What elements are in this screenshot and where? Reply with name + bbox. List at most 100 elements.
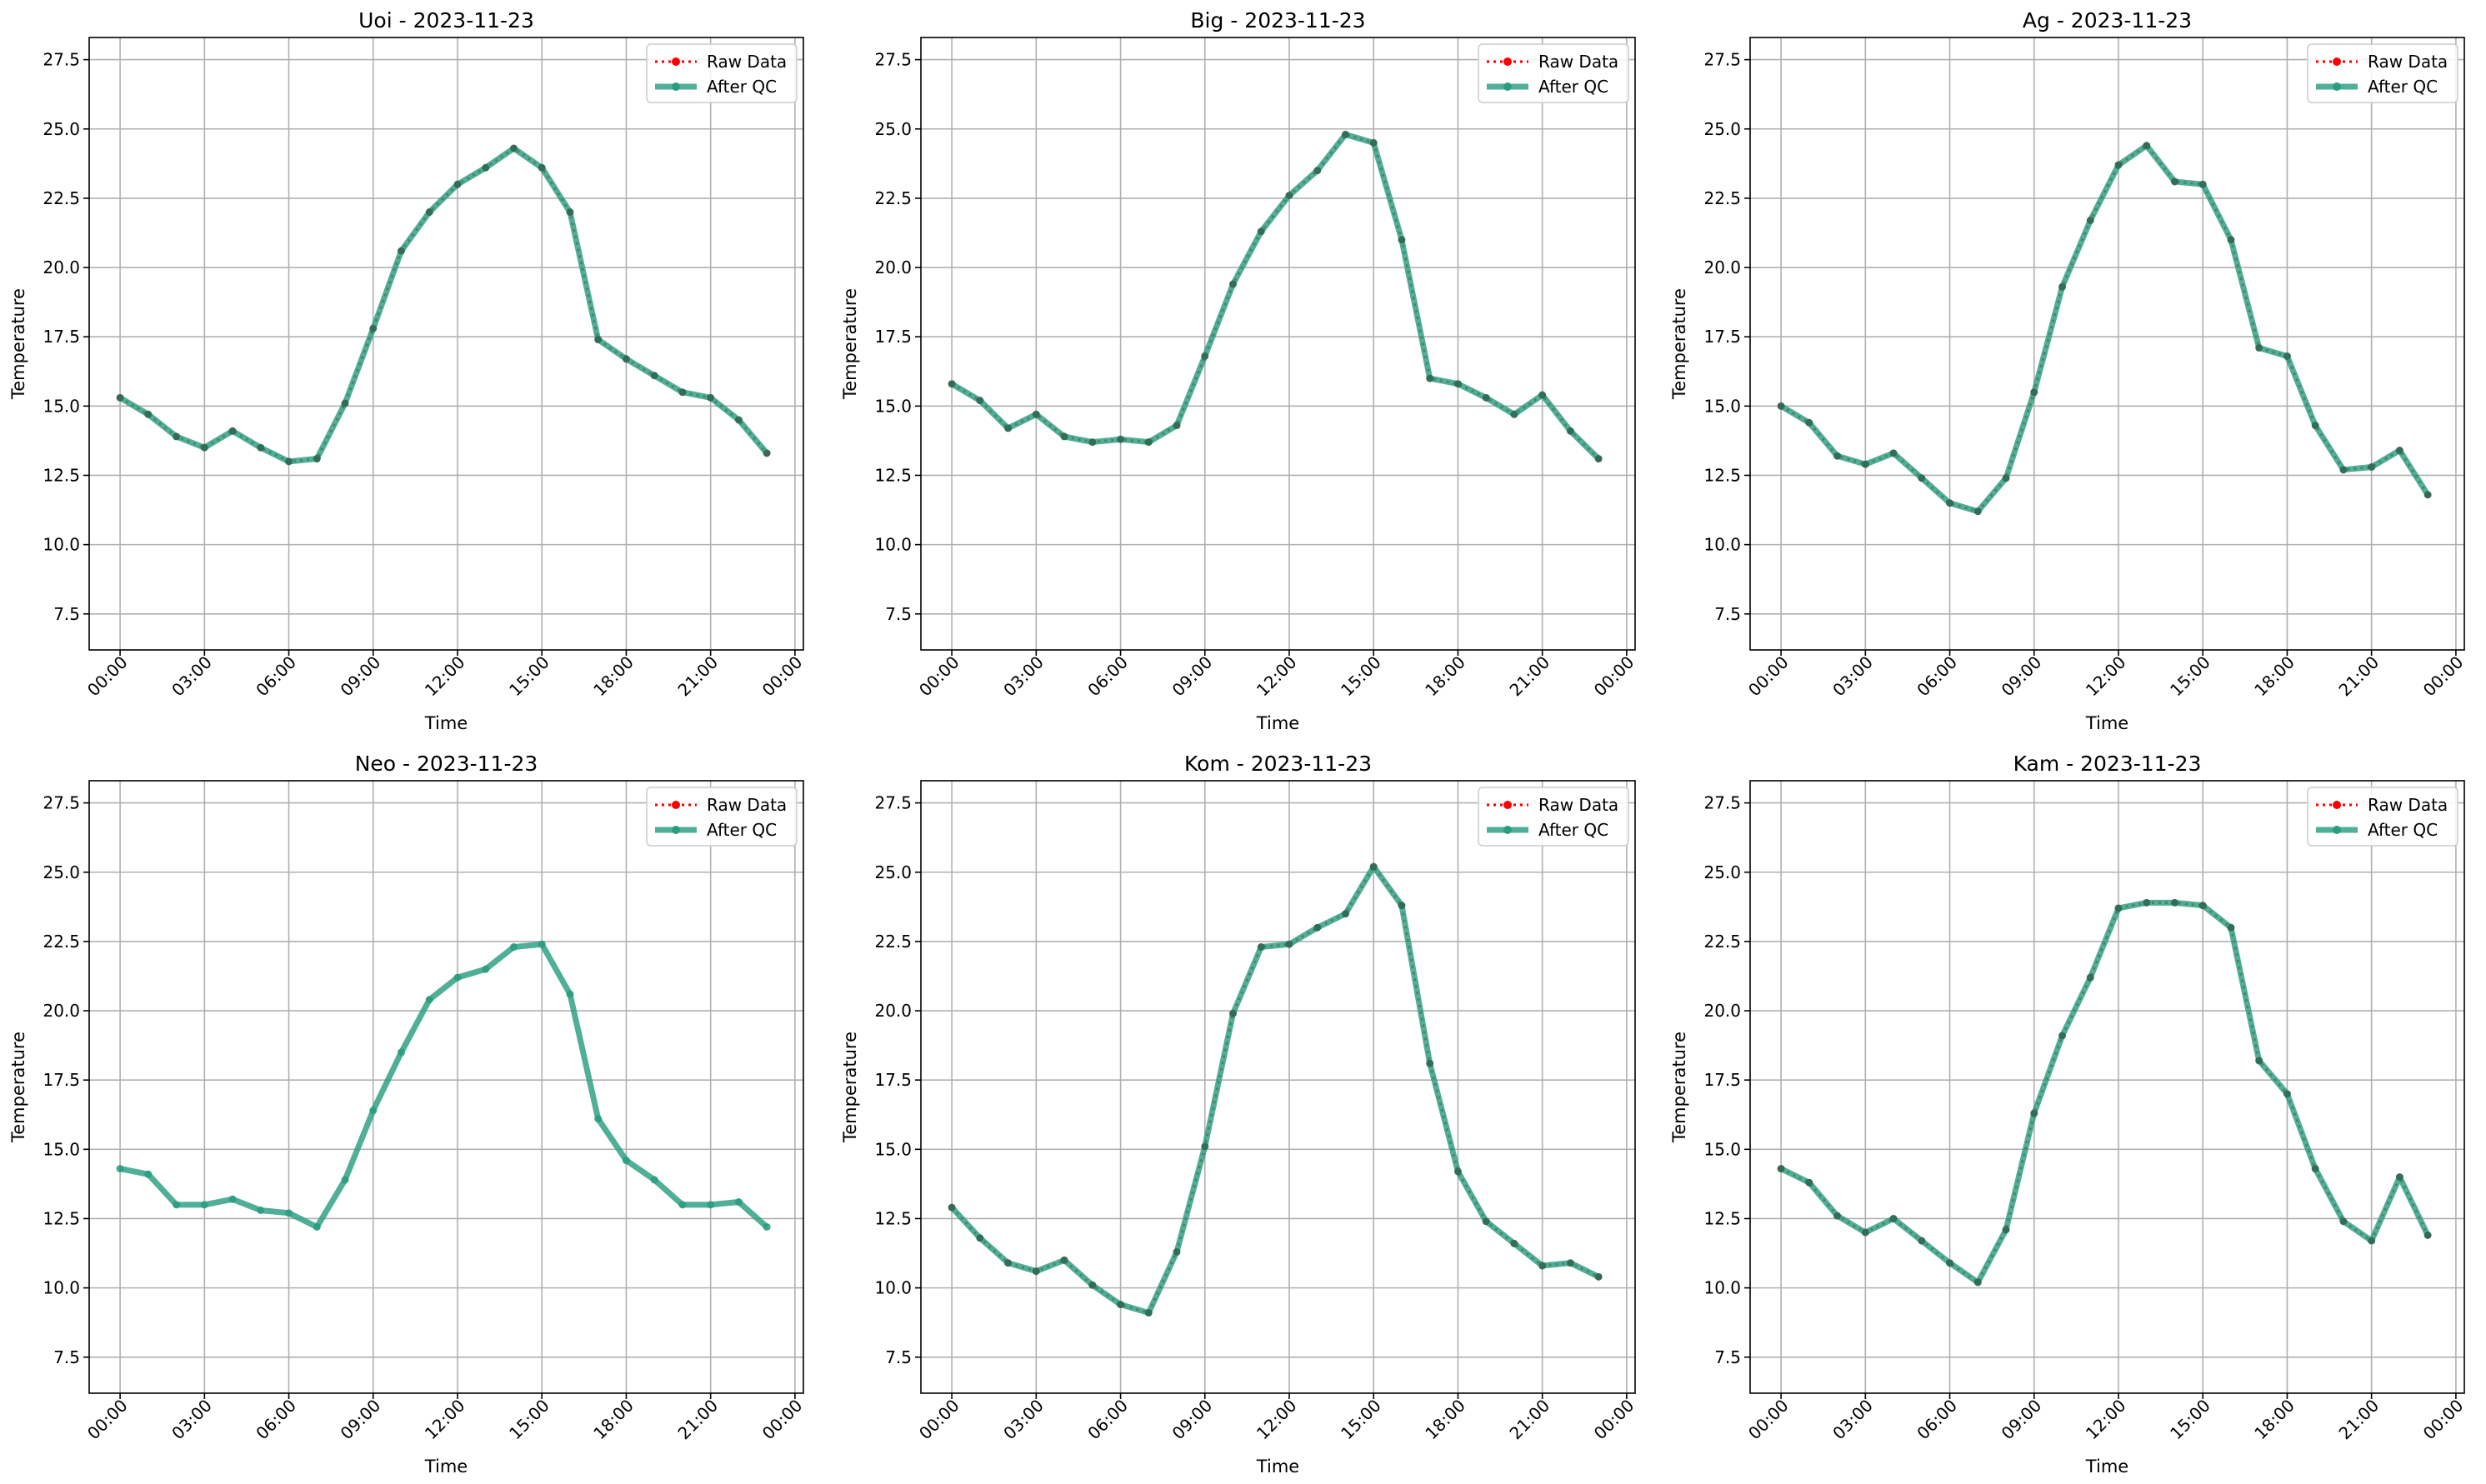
data-point-after-qc	[948, 380, 956, 388]
legend-label-raw: Raw Data	[2368, 795, 2448, 815]
chart-panel-5: Kom - 2023-11-23 7.5 10.0 12.5 15.0 17.5 20.0 2…	[840, 752, 1638, 1477]
y-axis-label: Temperature	[840, 1032, 860, 1143]
plot-frame	[1749, 37, 2465, 651]
grid	[1750, 37, 2464, 650]
data-point-after-qc	[228, 1195, 237, 1203]
data-point-after-qc	[2143, 898, 2151, 907]
chart-panel-3: Ag - 2023-11-23 7.5 10.0 12.5 15.0 17.5 20.0 22…	[1669, 8, 2467, 733]
x-tick-label: 18:00	[589, 1396, 638, 1444]
chart-panel-2: Big - 2023-11-23 7.5 10.0 12.5 15.0 17.5 20.0 2…	[840, 8, 1638, 733]
data-point-after-qc	[398, 1048, 406, 1057]
x-tick-label: 12:00	[421, 1396, 469, 1444]
data-point-after-qc	[173, 1201, 181, 1209]
data-point-after-qc	[482, 965, 490, 973]
data-point-after-qc	[678, 388, 687, 397]
data-point-after-qc	[1566, 427, 1574, 435]
data-point-after-qc	[538, 940, 546, 948]
data-point-after-qc	[2114, 161, 2123, 169]
x-tick-label: 18:00	[2250, 652, 2298, 701]
y-tick-label: 25.0	[874, 119, 912, 139]
x-tick-label: 09:00	[1168, 652, 1217, 701]
legend-marker-after-qc	[672, 826, 680, 834]
data-point-after-qc	[1229, 1009, 1238, 1017]
data-point-after-qc	[1946, 1259, 1954, 1267]
data-point-after-qc	[1482, 393, 1490, 402]
data-point-after-qc	[257, 443, 265, 452]
x-axis-label: Time	[424, 1457, 468, 1477]
chart-title: Ag - 2023-11-23	[2023, 8, 2192, 32]
x-tick-label: 03:00	[999, 652, 1048, 701]
legend-marker-after-qc	[1503, 82, 1512, 91]
data-point-after-qc	[1060, 432, 1068, 441]
y-tick-label: 25.0	[43, 119, 80, 139]
plot-frame	[88, 780, 804, 1394]
plot-frame	[1749, 780, 2465, 1394]
data-point-after-qc	[1144, 438, 1153, 447]
data-point-after-qc	[538, 163, 546, 172]
data-point-after-qc	[1173, 1247, 1181, 1256]
data-point-after-qc	[650, 372, 658, 380]
x-tick-label: 00:00	[1744, 1396, 1793, 1444]
legend: Raw Data After QC	[646, 43, 798, 103]
y-tick-label: 15.0	[1703, 396, 1741, 416]
x-tick-label: 06:00	[1083, 1396, 1132, 1444]
x-tick-label: 15:00	[2166, 652, 2214, 701]
y-tick-label: 22.5	[874, 188, 912, 208]
data-point-after-qc	[734, 1198, 743, 1207]
y-tick-label: 10.0	[43, 535, 80, 555]
legend-label-raw: Raw Data	[2368, 52, 2448, 72]
data-point-after-qc	[1257, 227, 1265, 236]
y-axis-label: Temperature	[840, 288, 860, 400]
data-point-after-qc	[2227, 923, 2235, 932]
data-point-after-qc	[1566, 1259, 1574, 1267]
data-point-after-qc	[2339, 1217, 2348, 1226]
legend-marker-after-qc	[2333, 826, 2341, 834]
x-tick-label: 09:00	[337, 652, 385, 701]
legend-label-after-qc: After QC	[707, 77, 777, 97]
series-after-qc	[116, 144, 771, 466]
y-tick-label: 27.5	[43, 50, 80, 70]
x-tick-label: 00:00	[1744, 652, 1793, 701]
y-tick-label: 25.0	[1703, 119, 1741, 139]
x-tick-label: 15:00	[505, 652, 553, 701]
data-point-after-qc	[2255, 1057, 2263, 1065]
plot-frame	[920, 37, 1636, 651]
x-tick-label: 06:00	[1913, 652, 1961, 701]
data-point-after-qc	[2002, 1226, 2010, 1234]
legend: Raw Data After QC	[2307, 787, 2458, 847]
data-point-after-qc	[2255, 343, 2263, 352]
y-tick-label: 12.5	[1703, 1208, 1741, 1228]
y-tick-label: 20.0	[1703, 1001, 1741, 1021]
y-tick-label: 10.0	[874, 535, 912, 555]
data-point-after-qc	[2170, 177, 2178, 186]
data-point-after-qc	[1398, 902, 1406, 910]
data-point-after-qc	[1594, 1272, 1603, 1281]
y-tick-label: 27.5	[1703, 50, 1741, 70]
y-tick-label: 20.0	[874, 257, 912, 277]
data-point-after-qc	[1805, 418, 1813, 427]
data-point-after-qc	[1426, 1059, 1434, 1067]
x-tick-label: 00:00	[2419, 1396, 2468, 1444]
x-tick-label: 00:00	[915, 652, 963, 701]
x-tick-label: 21:00	[2334, 1396, 2383, 1444]
data-point-after-qc	[1594, 455, 1603, 463]
data-point-after-qc	[1257, 943, 1265, 952]
x-axis-label: Time	[1256, 713, 1299, 733]
y-tick-label: 20.0	[1703, 257, 1741, 277]
series-after-qc	[116, 940, 771, 1231]
data-point-after-qc	[116, 1165, 124, 1173]
x-tick-label: 15:00	[1337, 1396, 1385, 1444]
data-point-after-qc	[1805, 1178, 1813, 1187]
legend-marker-raw	[1503, 801, 1512, 809]
data-point-after-qc	[2198, 902, 2207, 910]
data-point-after-qc	[948, 1203, 956, 1212]
series-raw-data	[948, 863, 1603, 1317]
data-point-after-qc	[1973, 507, 1982, 516]
y-tick-label: 12.5	[43, 465, 80, 485]
data-point-after-qc	[1004, 424, 1013, 432]
legend-label-raw: Raw Data	[707, 795, 787, 815]
x-tick-label: 21:00	[2334, 652, 2383, 701]
y-tick-label: 17.5	[1703, 327, 1741, 347]
x-tick-label: 03:00	[168, 652, 216, 701]
y-tick-label: 22.5	[43, 932, 80, 952]
